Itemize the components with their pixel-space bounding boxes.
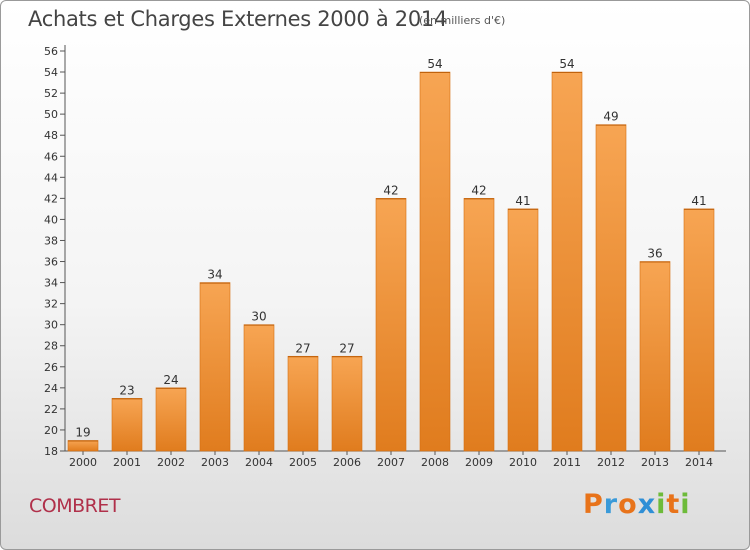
data-labels: 19 23 24 34 30 27 27 42 54 42 41 54 49 36 41 <box>75 57 706 439</box>
x-tick-label: 2011 <box>553 456 581 469</box>
y-tick-label: 54 <box>44 66 58 79</box>
data-label: 41 <box>691 194 706 208</box>
x-tick-label: 2008 <box>421 456 449 469</box>
y-tick-label: 40 <box>44 213 58 226</box>
axes: 18 20 22 24 26 28 30 32 34 36 38 40 42 44 46 48 50 52 54 56… <box>44 45 726 469</box>
y-tick-label: 50 <box>44 108 58 121</box>
data-label: 49 <box>603 110 618 124</box>
y-tick-label: 44 <box>44 171 58 184</box>
logo-letter: i <box>680 489 691 520</box>
bar <box>419 71 451 452</box>
x-tick-label: 2013 <box>641 456 669 469</box>
x-tick-label: 2004 <box>245 456 273 469</box>
logo-letter: r <box>603 489 619 520</box>
bar <box>683 208 715 452</box>
y-tick-label: 36 <box>44 256 58 269</box>
chart-title: Achats et Charges Externes 2000 à 2014 <box>28 7 448 31</box>
bar <box>111 398 143 452</box>
x-tick-label: 2005 <box>289 456 317 469</box>
bar <box>507 208 539 452</box>
x-tick-label: 2003 <box>201 456 229 469</box>
logo-letter: i <box>656 489 667 520</box>
x-tick-label: 2002 <box>157 456 185 469</box>
x-tick-label: 2006 <box>333 456 361 469</box>
chart-subtitle: (en milliers d'€) <box>419 14 506 27</box>
data-label: 36 <box>647 247 662 261</box>
y-tick-label: 52 <box>44 87 58 100</box>
data-label: 27 <box>339 341 354 355</box>
bar <box>243 324 275 452</box>
y-tick-label: 32 <box>44 298 58 311</box>
y-tick-label: 22 <box>44 403 58 416</box>
data-label: 19 <box>75 425 90 439</box>
y-tick-label: 20 <box>44 424 58 437</box>
data-label: 42 <box>471 183 486 197</box>
y-tick-label: 18 <box>44 445 58 458</box>
logo-letter: o <box>618 489 638 520</box>
data-label: 34 <box>207 268 222 282</box>
x-tick-label: 2014 <box>685 456 713 469</box>
data-label: 23 <box>119 383 134 397</box>
y-tick-label: 24 <box>44 382 58 395</box>
commune-name: COMBRET <box>29 495 120 517</box>
proxiti-logo: Proxiti <box>583 489 691 520</box>
bar <box>595 124 627 452</box>
data-label: 27 <box>295 341 310 355</box>
bar <box>287 355 319 452</box>
y-tick-label: 48 <box>44 129 58 142</box>
x-tick-label: 2001 <box>113 456 141 469</box>
x-tick-label: 2000 <box>69 456 97 469</box>
data-label: 41 <box>515 194 530 208</box>
x-tick-label: 2009 <box>465 456 493 469</box>
data-label: 30 <box>251 310 266 324</box>
bar <box>551 71 583 452</box>
y-tick-label: 26 <box>44 361 58 374</box>
data-label: 42 <box>383 183 398 197</box>
y-tick-label: 34 <box>44 277 58 290</box>
y-tick-label: 28 <box>44 340 58 353</box>
y-tick-label: 46 <box>44 150 58 163</box>
bar <box>375 198 407 452</box>
bar <box>199 282 231 452</box>
x-tick-label: 2012 <box>597 456 625 469</box>
bar <box>331 355 363 452</box>
data-label: 54 <box>559 57 574 71</box>
bar <box>639 261 671 452</box>
x-tick-label: 2010 <box>509 456 537 469</box>
data-label: 24 <box>163 373 178 387</box>
logo-letter: P <box>583 489 604 520</box>
bars <box>67 71 715 452</box>
y-tick-label: 42 <box>44 192 58 205</box>
x-tick-label: 2007 <box>377 456 405 469</box>
logo-letter: x <box>637 489 657 520</box>
y-tick-label: 30 <box>44 319 58 332</box>
y-tick-label: 38 <box>44 234 58 247</box>
bar <box>463 198 495 452</box>
logo-letter: t <box>666 489 681 520</box>
y-tick-label: 56 <box>44 45 58 58</box>
bar <box>67 440 99 452</box>
bar <box>155 387 187 452</box>
data-label: 54 <box>427 57 442 71</box>
